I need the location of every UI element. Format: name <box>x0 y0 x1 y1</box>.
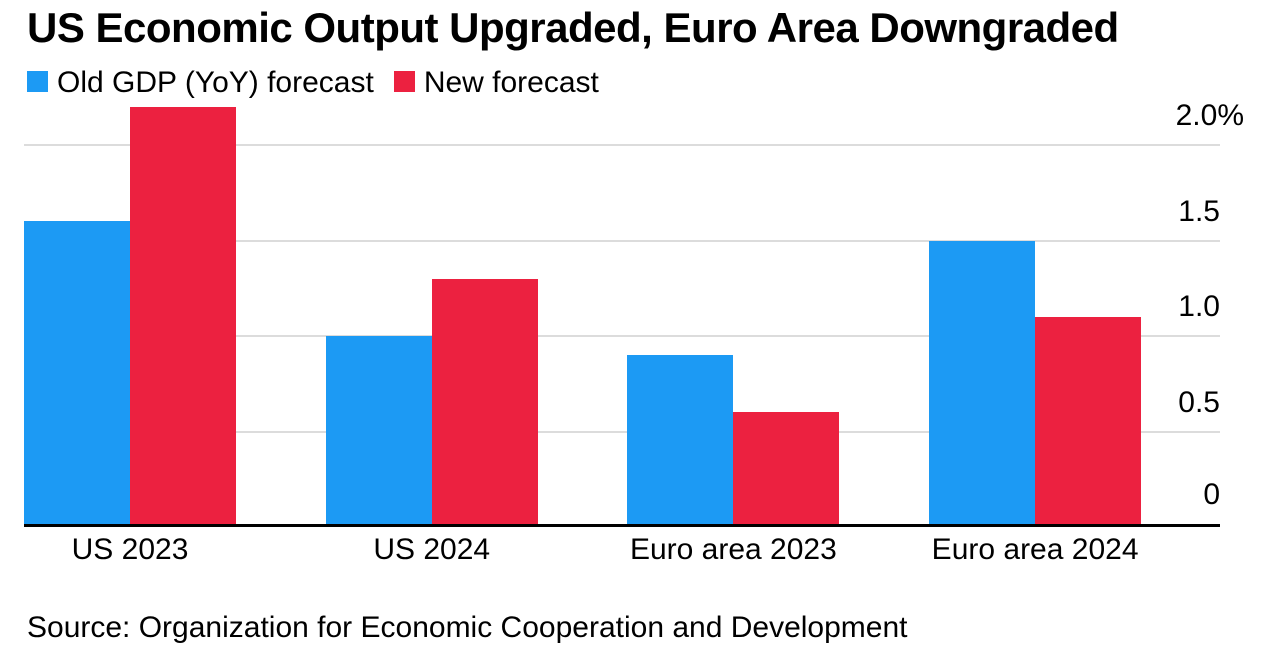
y-tick-label-1-0: 1.0 <box>1178 290 1220 323</box>
source-note: Source: Organization for Economic Cooper… <box>27 611 908 644</box>
y-tick-label-0: 0 <box>1203 478 1220 511</box>
gridline-1 <box>24 335 1220 337</box>
y-tick-label-1-5: 1.5 <box>1178 194 1220 228</box>
legend-label-old-forecast: Old GDP (YoY) forecast <box>57 66 374 99</box>
y-tick-label-2-0: 2.0% <box>1175 99 1244 132</box>
legend-swatch-red <box>393 71 415 92</box>
bar-us-2023-old-forecast <box>24 221 130 524</box>
y-tick-label-0-5: 0.5 <box>1178 385 1220 419</box>
chart-title: US Economic Output Upgraded, Euro Area D… <box>27 4 1119 51</box>
bar-us-2023-new-forecast <box>130 106 236 524</box>
bar-us-2024-new-forecast <box>432 278 538 524</box>
bar-euro-area-2024-old-forecast <box>929 240 1035 524</box>
legend-item-old-forecast: Old GDP (YoY) forecast <box>27 68 374 98</box>
x-category-label-us-2023: US 2023 <box>71 533 189 566</box>
chart-legend: Old GDP (YoY) forecast New forecast <box>27 68 599 98</box>
gridline-1-5 <box>24 239 1220 242</box>
gridline-2 <box>24 144 1220 146</box>
x-axis-line <box>24 524 1220 527</box>
x-category-label-euro-area-2024: Euro area 2024 <box>931 533 1139 566</box>
gridline-0-5 <box>24 430 1220 433</box>
legend-item-new-forecast: New forecast <box>393 66 599 99</box>
legend-label-new-forecast: New forecast <box>423 66 599 99</box>
bar-us-2024-old-forecast <box>326 336 432 524</box>
x-category-label-us-2024: US 2024 <box>373 533 491 566</box>
bar-euro-area-2024-new-forecast <box>1035 316 1141 524</box>
bar-euro-area-2023-new-forecast <box>733 412 839 524</box>
bar-euro-area-2023-old-forecast <box>627 355 733 524</box>
legend-swatch-blue <box>27 71 48 92</box>
x-category-label-euro-area-2023: Euro area 2023 <box>629 533 837 566</box>
